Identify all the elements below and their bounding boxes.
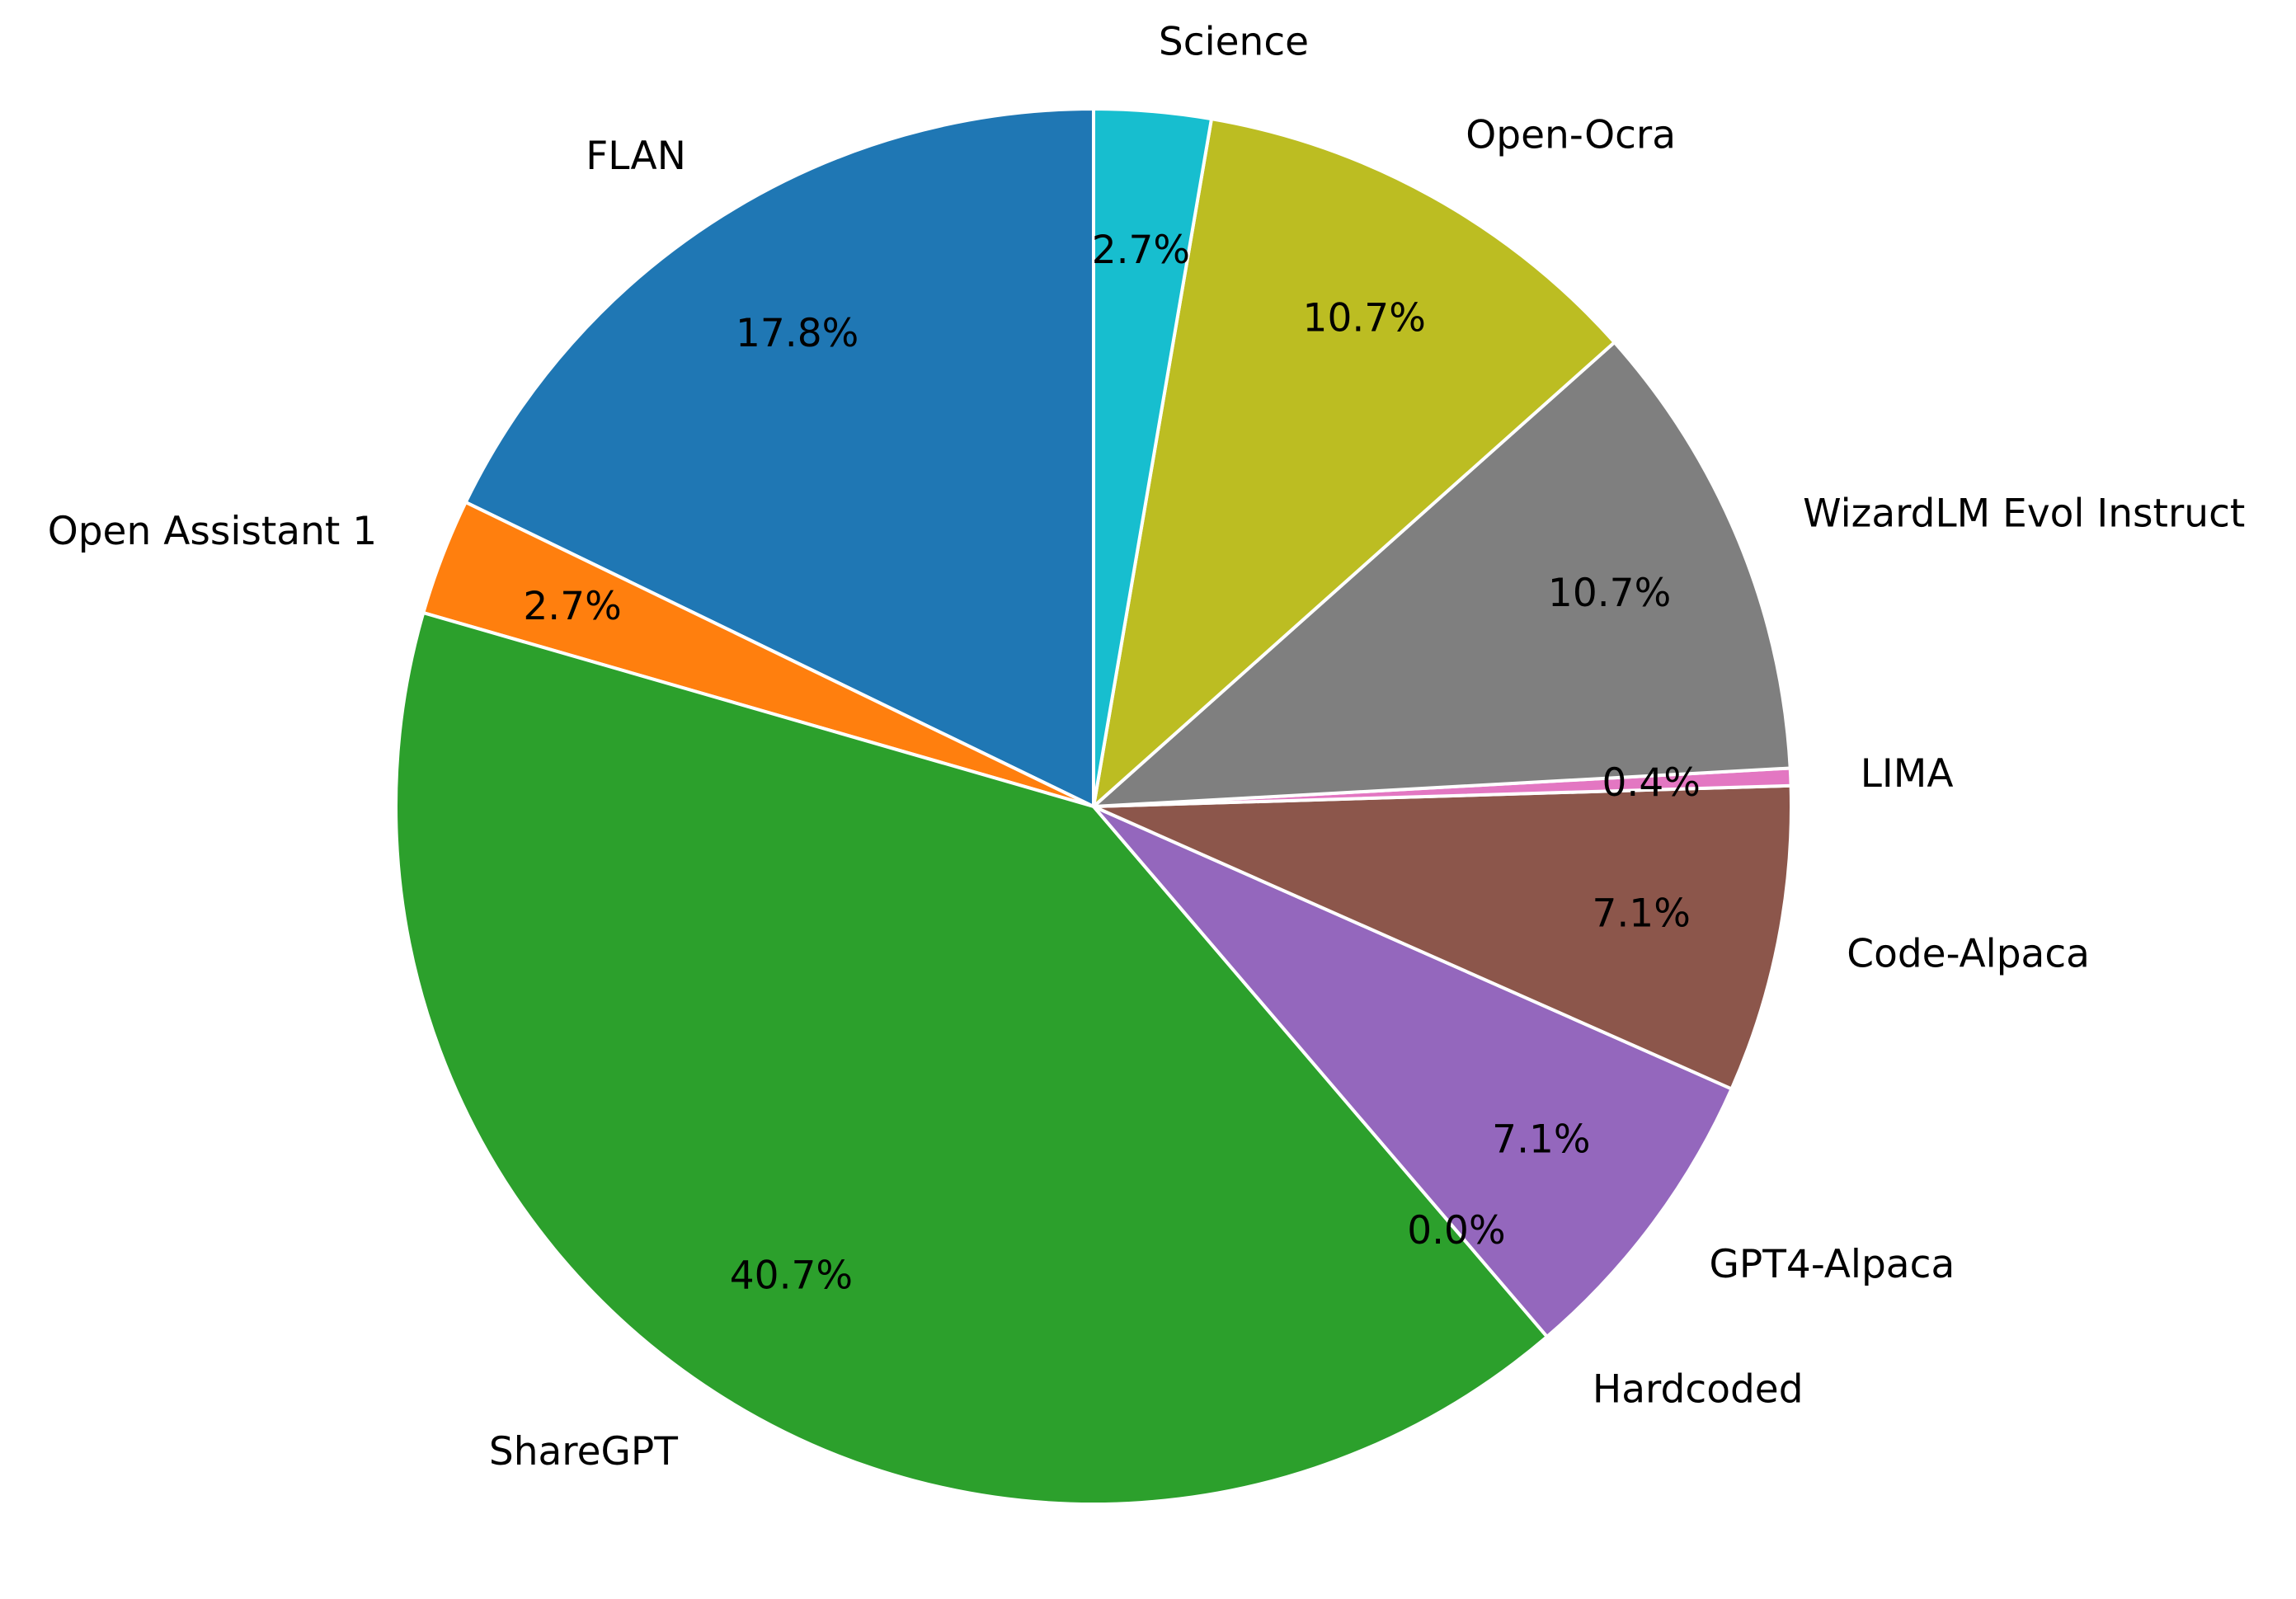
slice-label-flan: FLAN: [586, 134, 686, 179]
percent-labels: 17.8% 2.7% 40.7% 0.0% 7.1% 7.1% 0.4% 10.7% 10.7%…: [523, 228, 1700, 1298]
pie-slice-sharegpt: [394, 611, 1549, 1506]
slice-label-open-assistant-1: Open Assistant 1: [48, 509, 377, 554]
pie-slice-science: [1092, 107, 1213, 808]
percent-label-flan: 17.8%: [736, 311, 859, 356]
pie-slice-flan: [463, 107, 1095, 808]
pie-slice-open-ocra: [1092, 117, 1616, 808]
pie-slices: [394, 107, 1793, 1506]
slice-name-labels: FLAN Open Assistant 1 ShareGPT Hardcoded GPT…: [48, 19, 2246, 1474]
slice-label-gpt4-alpaca: GPT4-Alpaca: [1709, 1242, 1955, 1287]
percent-label-wizardlm-evol-instruct: 10.7%: [1548, 571, 1671, 616]
percent-label-code-alpaca: 7.1%: [1592, 891, 1690, 937]
slice-label-code-alpaca: Code-Alpaca: [1847, 931, 2090, 976]
percent-label-science: 2.7%: [1092, 228, 1190, 273]
slice-label-sharegpt: ShareGPT: [489, 1429, 678, 1474]
percent-label-sharegpt: 40.7%: [730, 1253, 853, 1298]
pie-slice-code-alpaca: [1092, 783, 1793, 1091]
slice-label-science: Science: [1159, 19, 1309, 64]
percent-label-lima: 0.4%: [1602, 760, 1700, 806]
pie-slice-wizardlm-evol-instruct: [1092, 341, 1792, 808]
slice-label-wizardlm-evol-instruct: WizardLM Evol Instruct: [1803, 491, 2245, 536]
pie-slice-gpt4-alpaca: [1092, 805, 1734, 1338]
percent-label-open-assistant-1: 2.7%: [523, 584, 621, 629]
slice-label-hardcoded: Hardcoded: [1593, 1367, 1804, 1413]
percent-label-open-ocra: 10.7%: [1303, 296, 1426, 341]
percent-label-hardcoded: 0.0%: [1407, 1208, 1505, 1253]
slice-label-lima: LIMA: [1861, 751, 1954, 797]
percent-label-gpt4-alpaca: 7.1%: [1492, 1117, 1590, 1163]
slice-label-open-ocra: Open-Ocra: [1466, 113, 1676, 158]
